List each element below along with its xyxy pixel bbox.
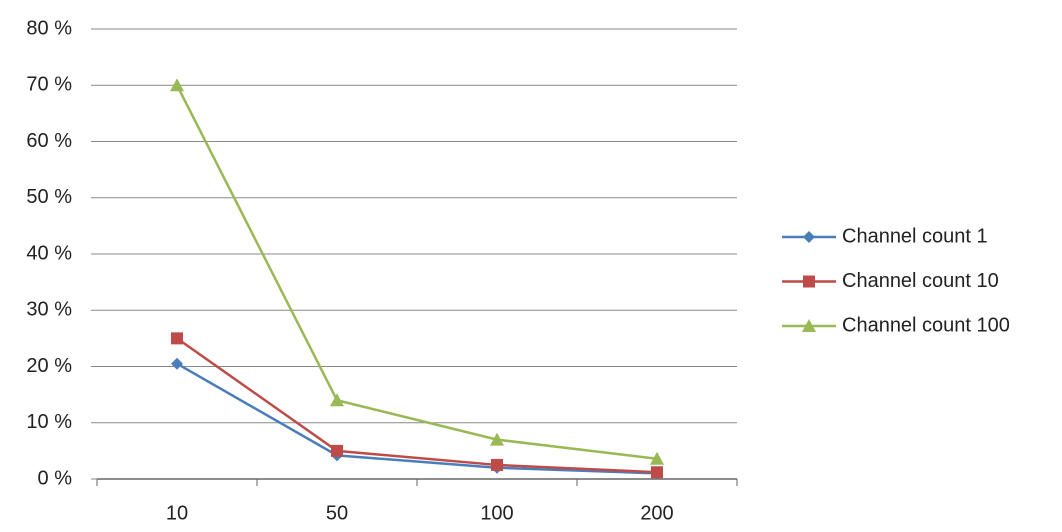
marker (331, 444, 343, 457)
marker (171, 332, 183, 345)
marker (491, 458, 503, 471)
line (176, 337, 658, 474)
y-tick-label: 60 % (26, 130, 72, 152)
y-tick-label: 80 % (26, 17, 72, 39)
y-tick-label: 30 % (26, 299, 72, 321)
line (176, 362, 658, 475)
x-tick-label: 50 (326, 502, 348, 524)
marker (651, 466, 663, 479)
y-tick-label: 40 % (26, 242, 72, 264)
marker (802, 319, 816, 332)
legend-label: Channel count 100 (842, 314, 1010, 336)
x-tick-label: 200 (640, 502, 673, 524)
y-tick-label: 10 % (26, 411, 72, 433)
marker (490, 432, 504, 446)
x-tick-label: 100 (480, 502, 513, 524)
y-tick-label: 20 % (26, 355, 72, 377)
marker (170, 78, 184, 92)
marker (803, 275, 815, 288)
line (175, 84, 658, 460)
marker (171, 357, 183, 370)
y-tick-label: 70 % (26, 74, 72, 96)
legend-label: Channel count 10 (842, 270, 999, 292)
y-tick-label: 50 % (26, 186, 72, 208)
marker (330, 393, 344, 407)
marker (803, 231, 815, 243)
x-tick-label: 10 (166, 502, 188, 524)
marker (650, 451, 664, 465)
y-tick-label: 0 % (38, 467, 73, 489)
legend-label: Channel count 1 (842, 225, 988, 247)
